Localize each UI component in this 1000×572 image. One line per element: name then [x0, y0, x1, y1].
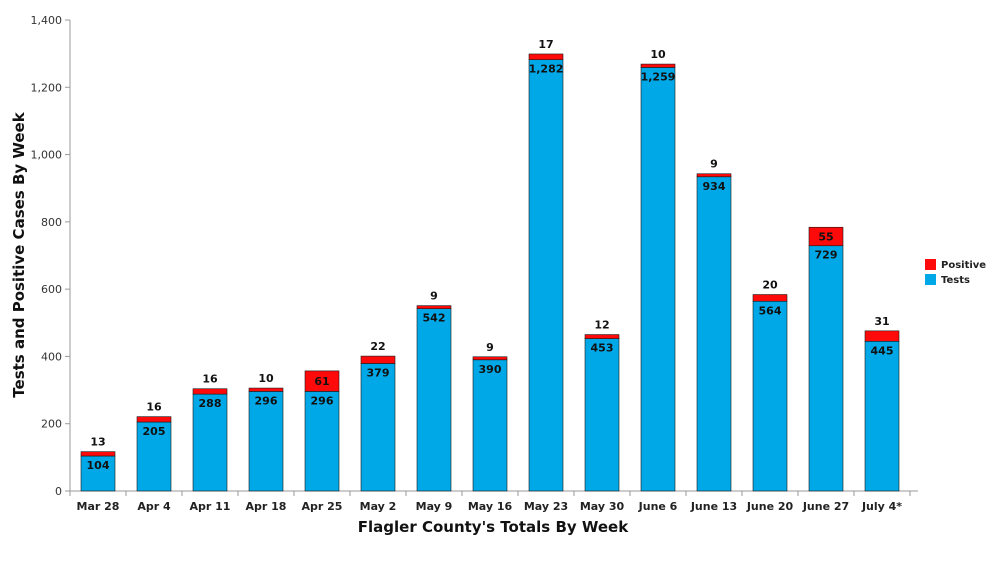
- x-axis-title: Flagler County's Totals By Week: [358, 518, 629, 536]
- y-tick-label: 200: [41, 418, 62, 431]
- legend-label: Positive: [941, 260, 986, 271]
- bar-positive: [416, 305, 452, 309]
- bar-positive: [696, 173, 732, 178]
- y-tick-label: 1,400: [31, 14, 63, 27]
- y-axis-title: Tests and Positive Cases By Week: [10, 111, 28, 397]
- bar-positive: [864, 330, 900, 342]
- x-tick-label: May 16: [468, 500, 513, 513]
- tests-value-label: 296: [311, 394, 334, 407]
- x-tick-label: June 20: [746, 500, 794, 513]
- positive-value-label: 16: [202, 373, 218, 386]
- y-tick-label: 1,200: [31, 81, 63, 94]
- tests-value-label: 453: [591, 342, 614, 355]
- bar-positive: [304, 370, 340, 392]
- bar-positive: [808, 226, 844, 247]
- bar-tests: [640, 67, 676, 492]
- bar-tests: [192, 393, 228, 492]
- positive-value-label: 10: [258, 372, 274, 385]
- positive-value-label: 55: [818, 230, 833, 243]
- x-tick-label: Apr 18: [246, 500, 287, 513]
- positive-value-label: 20: [762, 279, 778, 292]
- tests-value-label: 296: [255, 394, 278, 407]
- legend-label: Tests: [941, 275, 970, 286]
- y-tick-label: 400: [41, 350, 62, 363]
- tests-value-label: 564: [759, 304, 782, 317]
- bar-tests: [808, 245, 844, 492]
- x-tick-label: May 30: [580, 500, 625, 513]
- positive-value-label: 22: [370, 340, 385, 353]
- bar-positive: [192, 388, 228, 395]
- bar-positive: [584, 334, 620, 339]
- positive-value-label: 17: [538, 38, 553, 51]
- tests-value-label: 104: [87, 459, 110, 472]
- bar-positive: [640, 63, 676, 68]
- x-tick-label: June 6: [638, 500, 678, 513]
- bar-tests: [752, 300, 788, 492]
- bar-positive: [80, 451, 116, 457]
- legend: Positive Tests: [925, 259, 986, 286]
- bar-positive: [248, 387, 284, 392]
- bar-tests: [304, 391, 340, 492]
- tests-value-label: 1,282: [529, 63, 564, 76]
- bar-tests: [416, 308, 452, 492]
- tests-value-label: 390: [479, 363, 502, 376]
- x-axis: Mar 28 Apr 4 Apr 11 Apr 18 Apr 25 May 2 May 9 M…: [69, 490, 918, 513]
- x-tick-label: June 13: [690, 500, 737, 513]
- tests-value-label: 1,259: [641, 70, 676, 83]
- tests-value-label: 934: [703, 180, 726, 193]
- positive-value-label: 61: [314, 375, 329, 388]
- value-labels: 104 13 205 16 288 16 296 10 296 61 379 22 542 9 390 9 1,…: [87, 38, 894, 472]
- bar-tests: [864, 340, 900, 492]
- legend-swatch: [925, 259, 936, 270]
- bar-positive: [136, 416, 172, 423]
- x-tick-label: Apr 4: [137, 500, 171, 513]
- positive-value-label: 16: [146, 401, 162, 414]
- tests-value-label: 729: [815, 249, 838, 262]
- bar-positive: [752, 294, 788, 302]
- tests-value-label: 379: [367, 366, 390, 379]
- x-tick-label: May 2: [360, 500, 397, 513]
- x-tick-label: Apr 25: [302, 500, 343, 513]
- bar-positive: [360, 355, 396, 364]
- tests-value-label: 542: [423, 312, 446, 325]
- x-tick-label: Mar 28: [77, 500, 120, 513]
- positive-value-label: 9: [486, 341, 494, 354]
- x-tick-label: June 27: [802, 500, 849, 513]
- positive-value-label: 9: [710, 158, 718, 171]
- positive-value-label: 10: [650, 48, 666, 61]
- positive-value-label: 9: [430, 290, 438, 303]
- bar-tests: [360, 363, 396, 492]
- tests-value-label: 205: [143, 425, 166, 438]
- bar-tests: [584, 338, 620, 492]
- bar-tests: [80, 455, 116, 492]
- bar-tests: [136, 421, 172, 492]
- x-tick-label: May 23: [524, 500, 568, 513]
- positive-value-label: 31: [874, 315, 889, 328]
- bar-tests: [472, 359, 508, 492]
- x-tick-label: Apr 11: [190, 500, 231, 513]
- bar-positive: [472, 356, 508, 361]
- y-tick-label: 1,000: [31, 149, 63, 162]
- bar-positive: [528, 53, 564, 60]
- x-tick-label: May 9: [416, 500, 453, 513]
- y-tick-label: 800: [41, 216, 62, 229]
- bar-tests: [248, 391, 284, 492]
- y-tick-label: 0: [55, 485, 62, 498]
- bars: [80, 53, 900, 492]
- tests-value-label: 445: [871, 344, 894, 357]
- positive-value-label: 12: [594, 319, 609, 332]
- x-tick-label: July 4*: [861, 500, 902, 513]
- tests-value-label: 288: [199, 397, 222, 410]
- bar-tests: [528, 59, 564, 492]
- y-axis: 0 200 400 600 800 1,000 1,200 1,400: [31, 14, 71, 498]
- y-tick-label: 600: [41, 283, 62, 296]
- bar-tests: [696, 176, 732, 492]
- legend-swatch: [925, 274, 936, 285]
- positive-value-label: 13: [90, 436, 105, 449]
